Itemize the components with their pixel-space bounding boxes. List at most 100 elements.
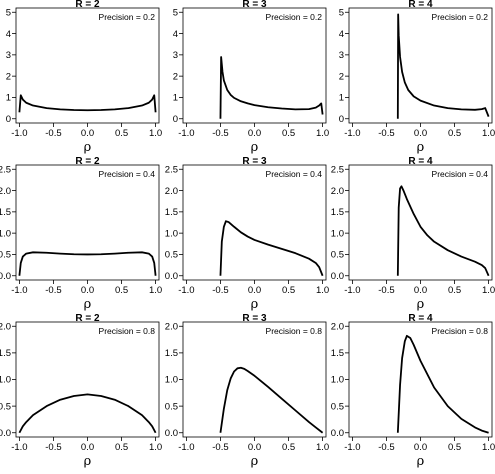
x-tick-label: -1.0	[11, 285, 27, 296]
y-tick-label: 0	[339, 114, 344, 125]
y-tick-label: 0	[6, 114, 11, 125]
y-tick-label: 2.0	[0, 186, 11, 197]
precision-annotation: Precision = 0.2	[432, 12, 489, 22]
y-tick-label: 2.5	[331, 164, 344, 175]
y-tick-label: 0.0	[165, 428, 178, 439]
chart-title: R = 3	[242, 313, 267, 324]
y-tick-label: 2	[339, 71, 344, 82]
density-curve	[396, 185, 490, 277]
plot-frame	[348, 321, 493, 438]
chart-title: R = 2	[75, 0, 100, 10]
y-tick-label: 1.0	[0, 375, 11, 386]
x-tick-label: 0.5	[282, 285, 295, 296]
x-tick-label: 0.0	[248, 442, 261, 453]
x-tick-label: -1.0	[344, 128, 360, 139]
y-tick-label: 2.0	[331, 186, 344, 197]
x-tick-label: 0.0	[81, 285, 94, 296]
y-tick-label: 0.5	[165, 250, 178, 261]
x-axis-label: ρ	[251, 454, 259, 469]
x-tick-label: 0.0	[414, 285, 427, 296]
plot-frame	[348, 164, 493, 281]
x-tick-label: -0.5	[378, 285, 394, 296]
panel-4: R = 2 Precision = 0.4 -1.0 -0.5 0.0 0.5 1.0 0.0…	[0, 156, 162, 312]
density-curve	[18, 251, 157, 276]
chart-title: R = 4	[408, 313, 433, 324]
chart-title: R = 3	[242, 156, 267, 167]
y-tick-label: 2.0	[165, 186, 178, 197]
x-tick-label: 1.0	[482, 442, 495, 453]
x-tick-label: -1.0	[178, 128, 194, 139]
x-axis-label: ρ	[84, 454, 92, 469]
x-tick-label: -1.0	[11, 442, 27, 453]
x-tick-label: 0.0	[81, 128, 94, 139]
y-tick-label: 2.5	[0, 164, 11, 175]
y-tick-label: 0.0	[0, 271, 11, 282]
chart-title: R = 2	[75, 313, 100, 324]
y-tick-label: 0.5	[0, 401, 11, 412]
x-tick-label: -1.0	[178, 442, 194, 453]
chart-title: R = 3	[242, 0, 267, 10]
x-tick-label: -0.5	[212, 285, 228, 296]
density-curve	[219, 56, 324, 119]
y-tick-label: 0.5	[165, 401, 178, 412]
density-curve	[18, 393, 157, 434]
plot-frame	[15, 321, 160, 438]
y-tick-label: 2.5	[165, 164, 178, 175]
x-tick-label: 0.5	[448, 442, 461, 453]
x-tick-label: 1.0	[482, 285, 495, 296]
y-tick-label: 1.0	[165, 375, 178, 386]
y-tick-label: 2	[6, 71, 11, 82]
x-tick-label: -1.0	[11, 128, 27, 139]
x-tick-label: -0.5	[45, 128, 61, 139]
x-tick-label: -0.5	[378, 128, 394, 139]
precision-annotation: Precision = 0.4	[432, 169, 489, 179]
x-tick-label: 0.5	[282, 442, 295, 453]
x-axis-label: ρ	[251, 140, 259, 155]
x-tick-label: 0.5	[115, 285, 128, 296]
y-tick-label: 0	[173, 114, 178, 125]
precision-annotation: Precision = 0.8	[266, 326, 323, 336]
panel-1: R = 2 Precision = 0.2 -1.0 -0.5 0.0 0.5 1.0 0 1 2…	[6, 0, 163, 155]
x-tick-label: -0.5	[45, 442, 61, 453]
y-tick-label: 4	[339, 29, 344, 40]
y-tick-label: 2.0	[165, 321, 178, 332]
x-axis-label: ρ	[417, 140, 425, 155]
x-axis-label: ρ	[417, 454, 425, 469]
y-tick-label: 2	[173, 71, 178, 82]
x-tick-label: -0.5	[378, 442, 394, 453]
panel-7: R = 2 Precision = 0.8 -1.0 -0.5 0.0 0.5 1.0 0.0…	[0, 313, 162, 469]
y-tick-label: 2.0	[0, 321, 11, 332]
x-tick-label: 0.0	[414, 442, 427, 453]
x-tick-label: 1.0	[316, 128, 329, 139]
x-tick-label: -0.5	[45, 285, 61, 296]
precision-annotation: Precision = 0.4	[99, 169, 156, 179]
x-tick-label: 0.5	[115, 128, 128, 139]
y-tick-label: 4	[6, 29, 11, 40]
y-tick-label: 1	[173, 93, 178, 104]
density-curve	[219, 220, 324, 277]
x-tick-label: -1.0	[344, 442, 360, 453]
y-tick-label: 3	[339, 50, 344, 61]
x-tick-label: -1.0	[178, 285, 194, 296]
panel-8: R = 3 Precision = 0.8 -1.0 -0.5 0.0 0.5 1.0 0.0…	[165, 313, 329, 469]
y-tick-label: 1.5	[0, 207, 11, 218]
density-curve	[396, 13, 490, 119]
density-curve	[18, 94, 157, 113]
y-tick-label: 1.0	[165, 228, 178, 239]
x-axis-label: ρ	[84, 297, 92, 312]
density-curve	[396, 334, 489, 434]
x-tick-label: 0.0	[414, 128, 427, 139]
y-tick-label: 0.0	[165, 271, 178, 282]
x-tick-label: 0.0	[248, 285, 261, 296]
y-tick-label: 5	[339, 7, 344, 18]
y-tick-label: 1.5	[0, 348, 11, 359]
x-axis-label: ρ	[251, 297, 259, 312]
plot-frame	[182, 164, 327, 281]
y-tick-label: 5	[173, 7, 178, 18]
y-tick-label: 3	[173, 50, 178, 61]
precision-annotation: Precision = 0.2	[99, 12, 156, 22]
plot-frame	[348, 7, 493, 124]
precision-annotation: Precision = 0.8	[99, 326, 156, 336]
y-tick-label: 0.0	[0, 428, 11, 439]
